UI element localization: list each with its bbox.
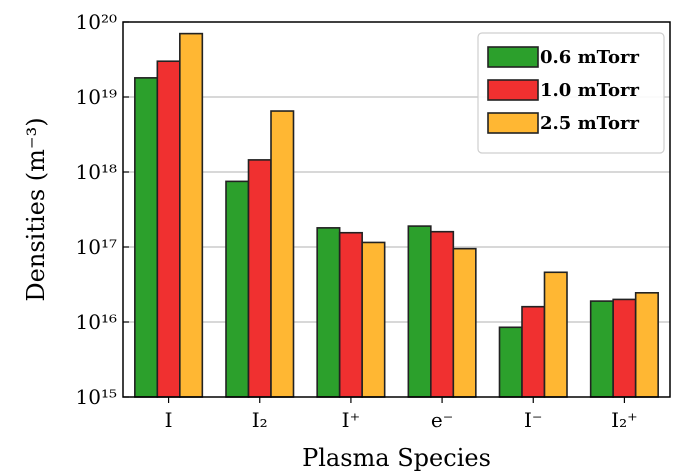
bar-2-4 (430, 230, 455, 398)
x-axis: I I₂ I⁺ e⁻ I⁻ I₂⁺ (165, 397, 638, 432)
y-tick-label: 10¹⁸ (76, 160, 117, 184)
bar-3-6 (634, 292, 659, 398)
bar-3-5 (543, 271, 568, 398)
bar-1-6 (589, 300, 614, 398)
legend-label-3: 2.5 mTorr (540, 113, 639, 134)
bar-3-2 (270, 110, 295, 398)
y-tick-label: 10¹⁹ (76, 85, 117, 109)
x-tick-label: I⁻ (524, 408, 542, 432)
bar-2-6 (612, 298, 637, 398)
y-axis: 10¹⁵ 10¹⁶ 10¹⁷ 10¹⁸ 10¹⁹ 10²⁰ (76, 10, 129, 409)
bar-3-1 (179, 32, 204, 398)
bar-2-5 (521, 305, 546, 398)
x-axis-label: Plasma Species (302, 444, 491, 471)
x-tick-label: I₂ (252, 408, 268, 432)
bar-1-2 (225, 180, 250, 398)
x-tick-label: I (165, 408, 173, 432)
bar-2-3 (338, 231, 363, 398)
bar-1-5 (498, 326, 523, 398)
bar-1-4 (407, 225, 432, 398)
y-tick-label: 10¹⁵ (76, 385, 117, 409)
y-tick-label: 10¹⁷ (76, 235, 117, 259)
legend: 0.6 mTorr 1.0 mTorr 2.5 mTorr (477, 32, 665, 154)
bars (134, 32, 659, 398)
legend-swatch-2 (487, 79, 539, 101)
legend-swatch-1 (487, 46, 539, 68)
plot-frame (122, 21, 671, 398)
bar-1-3 (316, 227, 341, 398)
x-tick-label: e⁻ (431, 408, 453, 432)
legend-swatch-3 (487, 112, 539, 134)
bar-2-1 (156, 60, 181, 398)
bar-3-3 (361, 241, 386, 398)
y-tick-label: 10²⁰ (76, 10, 117, 34)
bar-2-2 (247, 159, 272, 398)
x-tick-label: I⁺ (342, 408, 360, 432)
legend-label-1: 0.6 mTorr (540, 47, 639, 68)
bar-3-4 (452, 247, 477, 398)
y-axis-label: Densities (m⁻³) (22, 117, 50, 301)
legend-label-2: 1.0 mTorr (540, 80, 639, 101)
bar-1-1 (134, 77, 159, 398)
x-tick-label: I₂⁺ (611, 408, 637, 432)
y-tick-label: 10¹⁶ (76, 310, 117, 334)
